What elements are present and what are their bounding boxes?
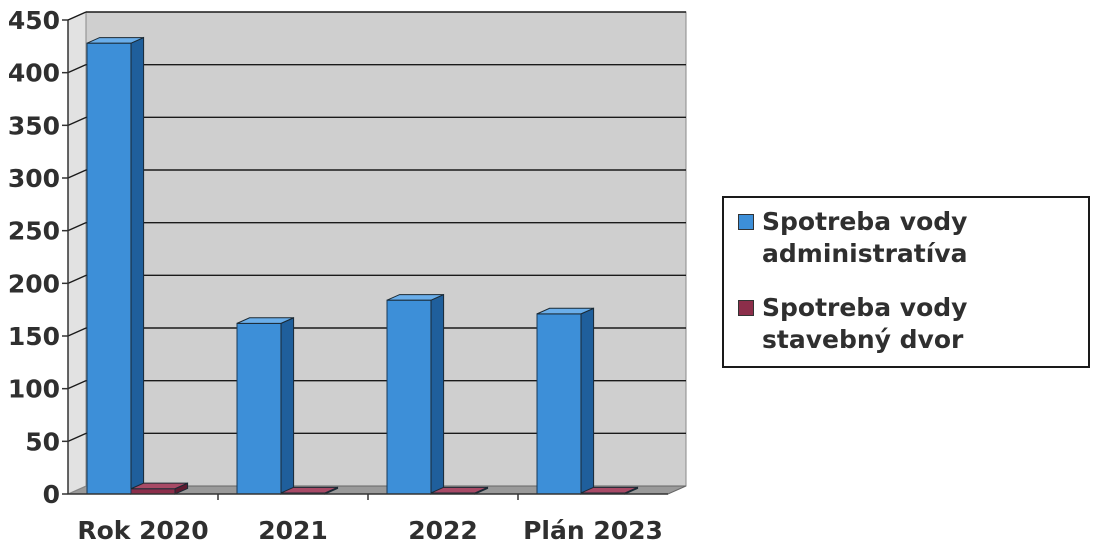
bars [86, 36, 639, 495]
y-tick-label: 350 [8, 111, 60, 140]
bar-administrativa-side [130, 36, 145, 495]
bar-administrativa-front [236, 322, 282, 495]
y-tick-label: 50 [25, 427, 60, 456]
gridline-depth [67, 169, 87, 179]
gridline-depth [67, 432, 87, 442]
y-tick-label: 150 [8, 322, 60, 351]
legend-label: Spotreba vody stavebný dvor [762, 293, 968, 354]
plot-area [67, 11, 687, 495]
bar-administrativa-top [86, 37, 144, 44]
axes: 0 50 100 150 200 250 300 350 400 450 Rok 2020 2021 2… [8, 6, 668, 545]
bar-chart: 0 50 100 150 200 250 300 350 400 450 Rok 2020 2021 2… [8, 6, 687, 545]
bar-administrativa-front [86, 42, 132, 495]
legend: Spotreba vody administratíva Spotreba vo… [722, 196, 1090, 368]
bar-administrativa-front [386, 299, 432, 495]
bar-administrativa-top [536, 307, 594, 315]
bar-administrativa-side [430, 293, 445, 495]
plot-back-wall [85, 11, 687, 487]
y-tick-label: 100 [8, 375, 60, 404]
y-tick-label: 200 [8, 269, 60, 298]
y-tick-label: 300 [8, 164, 60, 193]
y-tick-label: 0 [43, 480, 60, 509]
y-tick-label: 250 [8, 217, 60, 246]
gridline-depth [67, 11, 87, 21]
legend-item-stavebny-dvor: Spotreba vody stavebný dvor [738, 292, 1082, 356]
gridline-depth [67, 222, 87, 232]
gridline-depth [67, 380, 87, 390]
legend-label: Spotreba vody administratíva [762, 207, 968, 268]
gridline-depth [67, 64, 87, 74]
plot-side-wall [67, 11, 87, 495]
x-category-label: 2021 [258, 516, 328, 545]
x-category-label: Rok 2020 [77, 516, 208, 545]
legend-swatch-maroon [738, 300, 754, 316]
bar-stavebny-dvor-top [580, 486, 638, 494]
bar-administrativa-top [236, 317, 294, 324]
gridline-depth [67, 274, 87, 284]
bar-administrativa-side [280, 316, 295, 495]
x-category-label: 2022 [408, 516, 478, 545]
bar-stavebny-dvor-front [130, 488, 176, 495]
y-tick-label: 400 [8, 59, 60, 88]
x-category-label: Plán 2023 [523, 516, 663, 545]
legend-item-administrativa: Spotreba vody administratíva [738, 206, 1082, 270]
gridline-depth [67, 327, 87, 337]
legend-swatch-blue [738, 214, 754, 230]
bar-stavebny-dvor-top [130, 482, 188, 490]
y-tick-label: 450 [8, 6, 60, 35]
gridline-depth [67, 116, 87, 126]
bar-administrativa-side [580, 307, 595, 495]
bar-stavebny-dvor-top [430, 486, 488, 494]
bar-administrativa-front [536, 313, 582, 495]
bar-administrativa-top [386, 294, 444, 301]
bar-stavebny-dvor-top [280, 486, 338, 494]
